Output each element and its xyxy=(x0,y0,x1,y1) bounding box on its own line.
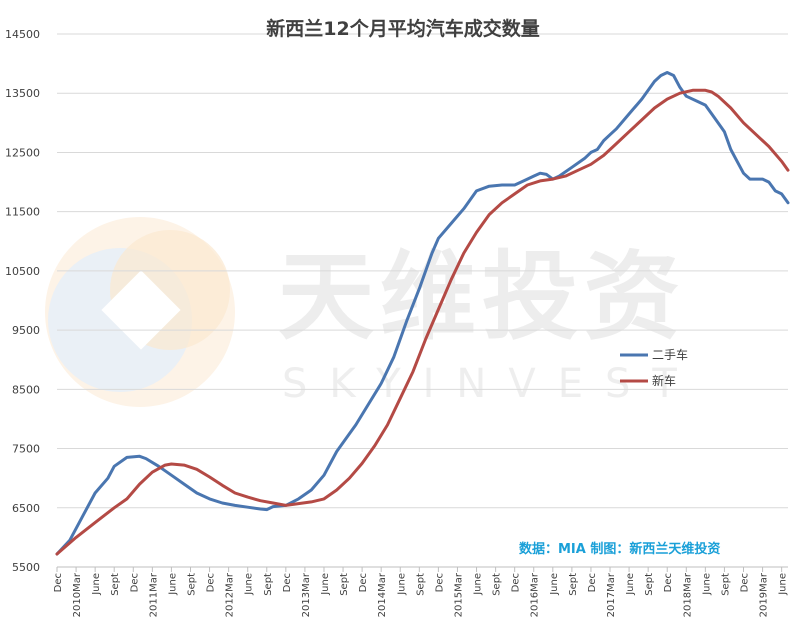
series-lines xyxy=(55,71,790,556)
x-tick-label: Dec xyxy=(206,573,217,592)
series-line-used-cars xyxy=(55,71,790,556)
x-tick-label: 2018Mar xyxy=(682,572,693,617)
watermark-english: SKYINVEST xyxy=(282,361,699,407)
y-tick-label: 11500 xyxy=(5,206,40,219)
gridlines xyxy=(57,33,788,568)
x-tick-label: Sept xyxy=(415,573,426,596)
x-tick-label: 2015Mar xyxy=(453,572,464,617)
y-tick-label: 8500 xyxy=(12,383,40,396)
series-line-new-cars xyxy=(55,88,790,556)
x-tick-label: June xyxy=(396,573,407,596)
x-tick-label: Dec xyxy=(129,573,140,592)
x-tick-label: June xyxy=(320,573,331,596)
x-tick-label: Sept xyxy=(568,573,579,596)
y-tick-label: 13500 xyxy=(5,87,40,100)
legend-label-new: 新车 xyxy=(652,373,676,388)
x-tick-label: Dec xyxy=(282,573,293,592)
x-tick-label: June xyxy=(625,573,636,596)
legend-label-used: 二手车 xyxy=(652,347,688,362)
axes: 5500 6500 7500 8500 9500 10500 11500 12500 13500… xyxy=(5,28,789,617)
x-tick-label: June xyxy=(91,573,102,596)
x-tick-label: Sept xyxy=(110,573,121,596)
x-tick-label: Dec xyxy=(587,573,598,592)
y-tick-label: 10500 xyxy=(5,265,40,278)
x-tick-label: 2010Mar xyxy=(72,572,83,617)
x-tick-label: June xyxy=(549,573,560,596)
chart-title: 新西兰12个月平均汽车成交数量 xyxy=(266,17,539,40)
x-tick-label: 2019Mar xyxy=(759,572,770,617)
x-tick-label: Sept xyxy=(644,573,655,596)
legend: 二手车 新车 xyxy=(620,347,688,388)
x-tick-label: Sept xyxy=(720,573,731,596)
x-tick-label: 2017Mar xyxy=(606,572,617,617)
x-tick-label: June xyxy=(701,573,712,596)
x-tick-label: Dec xyxy=(434,573,445,592)
x-tick-label: Dec xyxy=(740,573,751,592)
x-tick-label: 2013Mar xyxy=(301,572,312,617)
y-tick-label: 7500 xyxy=(12,443,40,456)
source-note: 数据：MIA 制图：新西兰天维投资 xyxy=(519,541,720,557)
y-tick-label: 12500 xyxy=(5,146,40,159)
x-tick-label: Sept xyxy=(339,573,350,596)
y-tick-label: 5500 xyxy=(12,561,40,574)
y-tick-label: 6500 xyxy=(12,502,40,515)
x-tick-label: June xyxy=(167,573,178,596)
x-tick-label: Dec xyxy=(53,573,64,592)
x-tick-label: Sept xyxy=(492,573,503,596)
x-tick-label: 2011Mar xyxy=(148,572,159,617)
watermark-chinese: 天维投资 xyxy=(278,241,686,353)
y-tick-label: 14500 xyxy=(5,28,40,41)
x-tick-label: 2014Mar xyxy=(377,572,388,617)
x-tick-label: Sept xyxy=(186,573,197,596)
x-tick-label: 2012Mar xyxy=(225,572,236,617)
x-tick-label: Sept xyxy=(263,573,274,596)
y-tick-label: 9500 xyxy=(12,324,40,337)
x-tick-label: June xyxy=(778,573,789,596)
x-tick-label: Dec xyxy=(663,573,674,592)
x-tick-label: June xyxy=(244,573,255,596)
watermark-logo xyxy=(45,217,235,407)
x-tick-label: June xyxy=(473,573,484,596)
x-tick-label: Dec xyxy=(358,573,369,592)
x-tick-label: Dec xyxy=(511,573,522,592)
x-tick-label: 2016Mar xyxy=(530,572,541,617)
